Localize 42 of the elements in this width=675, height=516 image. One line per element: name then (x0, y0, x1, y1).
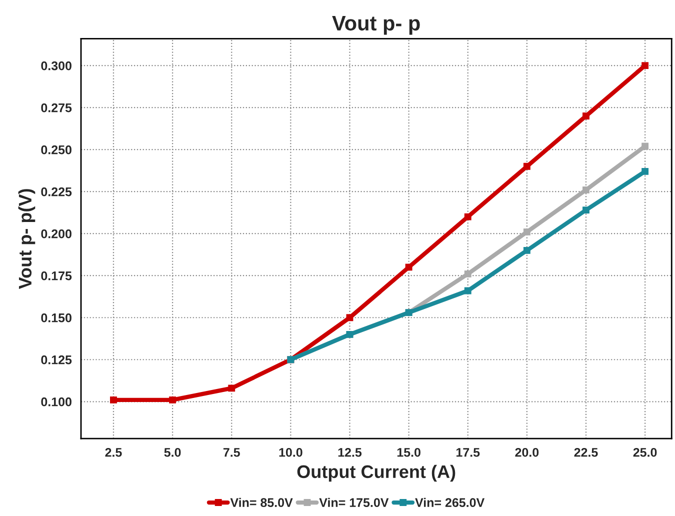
x-tick-label: 12.5 (338, 448, 362, 457)
x-tick-label: 5.0 (164, 448, 181, 457)
point (642, 168, 649, 175)
y-tick-label: 0.150 (41, 313, 72, 322)
y-tick-label: 0.100 (41, 397, 72, 406)
y-tick-label: 0.200 (41, 229, 72, 238)
x-tick-label: 7.5 (223, 448, 240, 457)
x-axis-title: Output Current (A) (297, 464, 456, 482)
point (169, 396, 176, 404)
point (464, 270, 472, 278)
legend-label: Vin= 265.0V (415, 498, 485, 508)
point (523, 228, 530, 236)
point (228, 384, 236, 392)
chart-title: Vout p- p (332, 16, 420, 35)
point (582, 186, 590, 194)
legend-label: Vin= 175.0V (319, 498, 389, 508)
x-tick-label: 25.0 (633, 448, 657, 457)
x-tick-label: 10.0 (279, 448, 302, 457)
x-tick-label: 20.0 (515, 448, 539, 457)
y-tick-label: 0.225 (41, 187, 72, 196)
point (582, 206, 590, 214)
y-axis-title: Vout p- p(V) (18, 189, 36, 289)
y-tick-label: 0.300 (41, 61, 72, 70)
y-tick-label: 0.175 (41, 271, 72, 280)
point (464, 287, 472, 294)
point (346, 314, 354, 322)
point (405, 264, 412, 271)
point (642, 62, 649, 70)
point (110, 396, 117, 404)
point (642, 142, 649, 150)
y-tick-label: 0.250 (41, 145, 72, 154)
point (582, 112, 590, 120)
x-tick-label: 2.5 (105, 448, 122, 457)
x-tick-label: 22.5 (574, 448, 598, 457)
point (523, 246, 530, 254)
point (523, 162, 530, 170)
y-tick-label: 0.125 (41, 355, 72, 364)
point (464, 213, 472, 220)
x-tick-label: 15.0 (397, 448, 420, 457)
x-tick-label: 17.5 (456, 448, 480, 457)
y-tick-label: 0.275 (41, 103, 72, 112)
legend-label: Vin= 85.0V (230, 498, 293, 508)
